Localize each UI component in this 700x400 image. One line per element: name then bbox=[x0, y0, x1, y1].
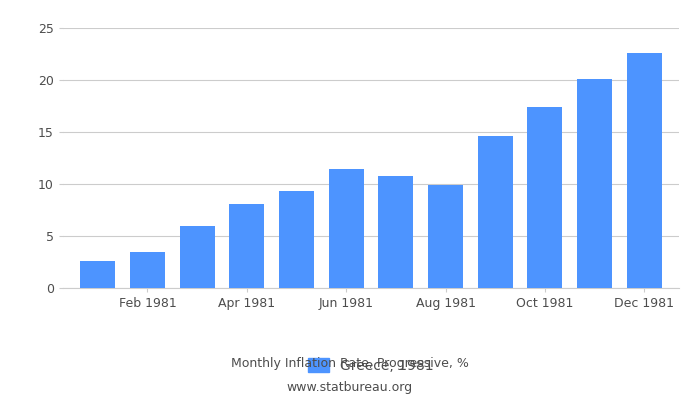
Bar bbox=[180, 226, 214, 288]
Bar bbox=[80, 261, 116, 288]
Bar bbox=[379, 176, 413, 288]
Bar bbox=[626, 53, 662, 288]
Text: www.statbureau.org: www.statbureau.org bbox=[287, 382, 413, 394]
Bar bbox=[478, 136, 512, 288]
Bar bbox=[279, 191, 314, 288]
Text: Monthly Inflation Rate, Progressive, %: Monthly Inflation Rate, Progressive, % bbox=[231, 358, 469, 370]
Bar bbox=[528, 107, 562, 288]
Bar bbox=[428, 185, 463, 288]
Legend: Greece, 1981: Greece, 1981 bbox=[302, 352, 440, 378]
Bar bbox=[230, 204, 264, 288]
Bar bbox=[578, 79, 612, 288]
Bar bbox=[130, 252, 164, 288]
Bar bbox=[329, 170, 363, 288]
